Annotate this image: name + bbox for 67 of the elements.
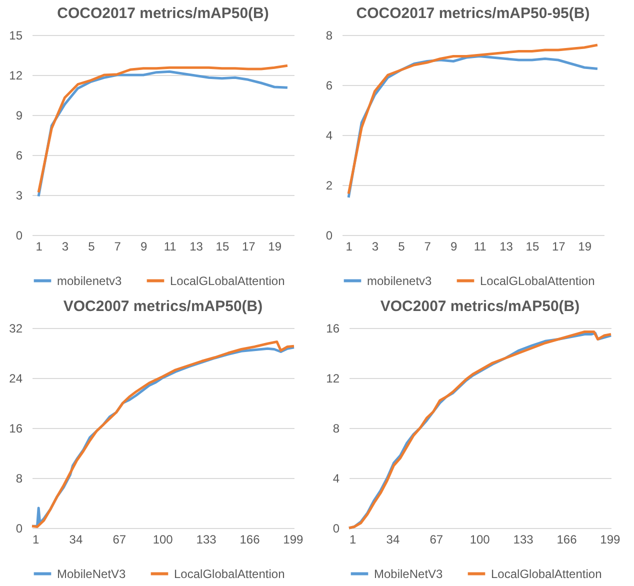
y-tick-label: 9 [16,108,23,122]
x-tick-label: 15 [526,240,540,254]
legend-label: LocalGLobalAttention [480,274,595,288]
y-tick-label: 8 [326,28,333,42]
x-tick-label: 9 [450,240,458,254]
y-tick-label: 15 [9,28,23,42]
x-tick-label: 34 [386,532,400,546]
x-tick-label: 9 [140,240,148,254]
x-tick-label: 34 [69,532,83,546]
y-tick-label: 0 [332,522,340,536]
x-tick-label: 7 [114,240,122,254]
x-tick-label: 5 [88,240,96,254]
x-tick-label: 11 [474,240,487,254]
x-tick-label: 19 [268,240,282,254]
x-tick-label: 1 [346,240,353,254]
x-tick-label: 199 [600,532,621,546]
x-tick-label: 17 [552,240,566,254]
chart-title: VOC2007 metrics/mAP50(B) [63,298,263,315]
x-tick-label: 19 [578,240,592,254]
chart-title: COCO2017 metrics/mAP50(B) [57,5,269,22]
chart-title: VOC2007 metrics/mAP50(B) [380,298,580,315]
legend-label: LocalGlobalAttention [174,566,285,581]
y-tick-label: 0 [326,228,333,242]
x-tick-label: 199 [283,532,304,546]
x-tick-label: 1 [350,532,356,546]
y-tick-label: 6 [16,148,23,162]
x-tick-label: 166 [240,532,260,546]
x-tick-label: 3 [372,240,379,254]
x-tick-label: 17 [242,240,256,254]
x-tick-label: 100 [470,532,490,546]
x-tick-label: 133 [513,532,534,546]
legend-label: LocalGLobalAttention [170,274,285,288]
x-tick-label: 11 [164,240,177,254]
y-tick-label: 12 [326,372,340,386]
x-tick-label: 133 [196,532,217,546]
x-tick-label: 1 [36,240,43,254]
legend-label: MobileNetV3 [57,566,126,581]
y-tick-label: 4 [326,128,333,142]
legend-label: mobilenetv3 [367,274,432,288]
x-tick-label: 7 [424,240,432,254]
y-tick-label: 12 [9,68,23,82]
y-tick-label: 0 [16,522,23,536]
chart-title: COCO2017 metrics/mAP50-95(B) [356,5,590,22]
y-tick-label: 8 [332,422,340,436]
x-tick-label: 67 [430,532,444,546]
y-tick-label: 24 [9,372,23,386]
x-tick-label: 13 [500,240,514,254]
y-tick-label: 2 [326,178,333,192]
y-tick-label: 4 [332,472,340,486]
y-tick-label: 8 [16,472,23,486]
x-tick-label: 3 [62,240,69,254]
y-tick-label: 3 [16,188,23,202]
y-tick-label: 6 [326,78,333,92]
x-tick-label: 166 [556,532,578,546]
y-tick-label: 32 [9,322,23,336]
x-tick-label: 67 [112,532,126,546]
x-tick-label: 1 [32,532,40,546]
x-tick-label: 13 [190,240,204,254]
y-tick-label: 16 [326,322,340,336]
y-tick-label: 16 [9,422,23,436]
legend-label: LocalGlobalAttention [491,566,602,581]
x-tick-label: 100 [152,532,174,546]
x-tick-label: 5 [398,240,406,254]
y-tick-label: 0 [16,228,23,242]
legend-label: MobileNetV3 [374,566,444,581]
x-tick-label: 15 [216,240,230,254]
legend-label: mobilenetv3 [57,274,122,288]
